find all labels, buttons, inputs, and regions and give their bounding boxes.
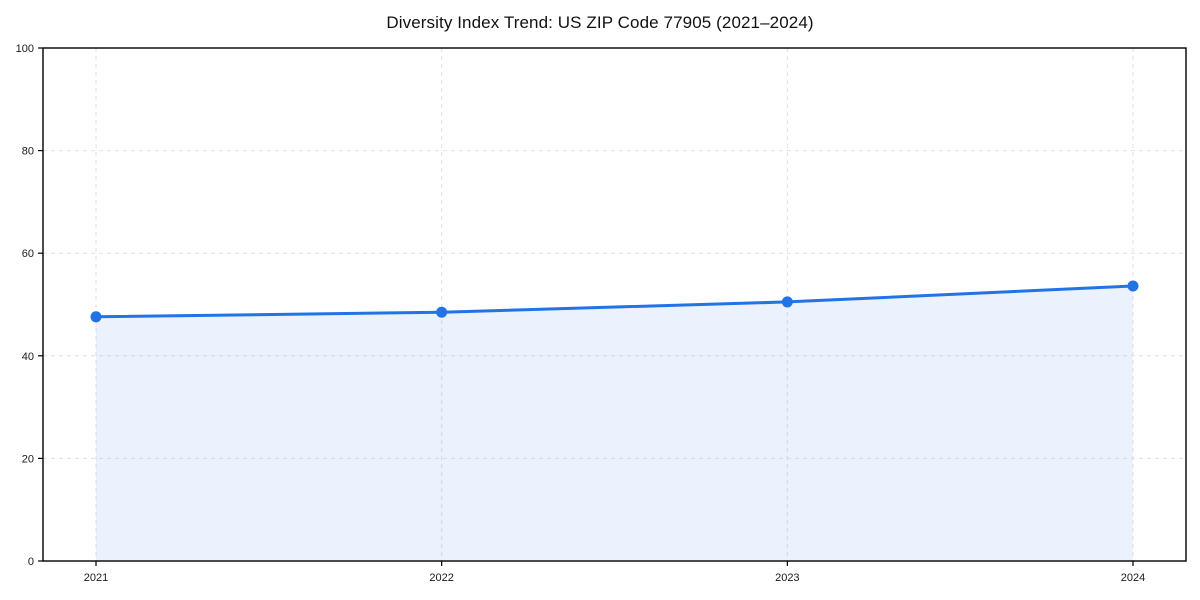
- data-point: [436, 306, 448, 318]
- plot-border: [42, 47, 1187, 562]
- y-tick-label: 80: [22, 146, 34, 158]
- trend-line: [94, 284, 1135, 319]
- data-point: [781, 296, 793, 308]
- chart-title: Diversity Index Trend: US ZIP Code 77905…: [386, 13, 814, 32]
- y-tick-label: 100: [16, 43, 34, 55]
- x-tick-label: 2024: [1121, 572, 1145, 584]
- x-tick-label: 2022: [429, 572, 453, 584]
- data-point: [90, 311, 102, 323]
- x-tick-label: 2021: [84, 572, 108, 584]
- y-tick-label: 0: [28, 556, 34, 568]
- area-fill: [96, 286, 1133, 561]
- y-tick-label: 40: [22, 351, 34, 363]
- x-tick-label: 2023: [775, 572, 799, 584]
- data-point: [1127, 280, 1139, 292]
- y-tick-label: 60: [22, 248, 34, 260]
- y-tick-label: 20: [22, 453, 34, 465]
